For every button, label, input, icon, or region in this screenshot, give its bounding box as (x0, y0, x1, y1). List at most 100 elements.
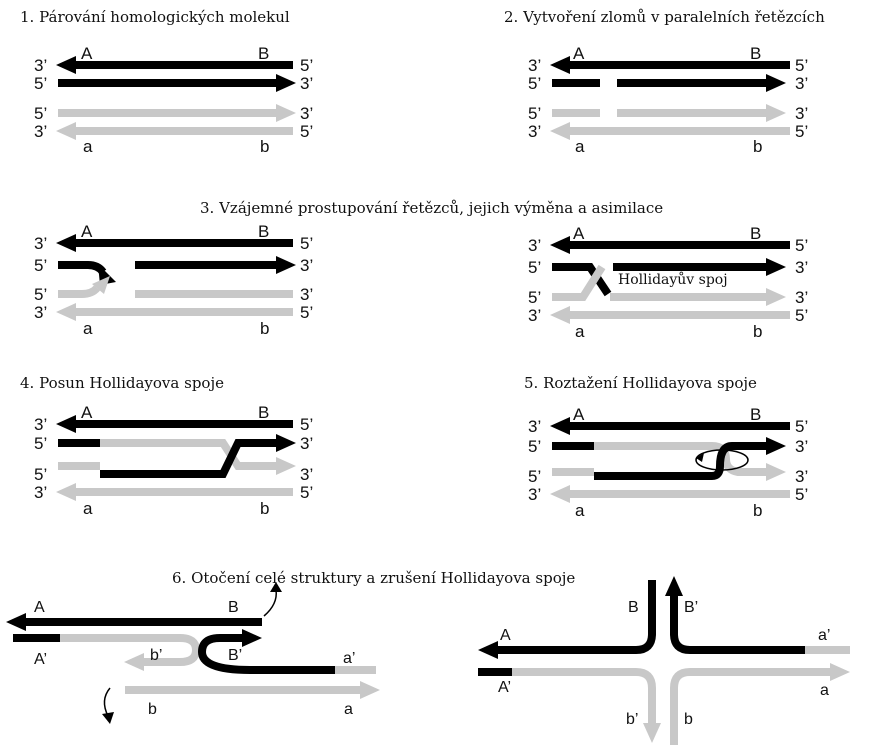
allele-label: A (81, 403, 93, 422)
arrowhead-left (56, 234, 76, 252)
panel-6a-rotation: A B A’ b’ B’ a’ b a (6, 582, 380, 724)
end-label: 3’ (34, 303, 47, 322)
allele-label: A (81, 44, 93, 63)
end-label: 5’ (528, 258, 541, 277)
end-label: 3’ (528, 56, 541, 75)
end-label: 3’ (528, 417, 541, 436)
strand-light-crossing (552, 264, 606, 301)
end-label: 3’ (528, 485, 541, 504)
panel-4-branch-migration: 4. Posun Hollidayova spoje 3’ 5’ 5’ 3’ 5… (20, 374, 313, 518)
arrowhead-up (665, 576, 683, 596)
end-label: 5’ (795, 417, 808, 436)
allele-label: A (573, 405, 585, 424)
panel-5-junction-extension: 5. Roztažení Hollidayova spoje 3’ 5’ 5’ … (524, 374, 808, 520)
end-label: 3’ (795, 437, 808, 456)
end-label: 5’ (300, 234, 313, 253)
end-label: 5’ (34, 465, 47, 484)
end-label: 5’ (34, 256, 47, 275)
end-label: 3’ (300, 74, 313, 93)
allele-label: B (750, 405, 761, 424)
arrowhead-right (276, 434, 296, 452)
panel-2-title: 2. Vytvoření zlomů v paralelních řetězcí… (504, 8, 825, 26)
rotation-arrow-down-icon (102, 712, 114, 724)
strand-invading-light (58, 285, 101, 298)
allele-label: b (260, 499, 269, 518)
end-label: 3’ (300, 465, 313, 484)
arrowhead-right (276, 74, 296, 92)
end-label: 5’ (34, 74, 47, 93)
end-label: 5’ (34, 434, 47, 453)
allele-label: A (81, 222, 93, 241)
allele-label: a’ (818, 627, 830, 644)
end-label: 3’ (34, 56, 47, 75)
allele-label: B (750, 224, 761, 243)
end-label: 5’ (300, 56, 313, 75)
allele-label: B (750, 44, 761, 63)
arrowhead-right-light (766, 104, 786, 122)
allele-label: b (684, 711, 693, 728)
panel-6-title: 6. Otočení celé struktury a zrušení Holl… (172, 569, 575, 587)
allele-label: B (228, 599, 239, 616)
end-label: 3’ (528, 122, 541, 141)
end-label: 5’ (300, 483, 313, 502)
end-label: 5’ (795, 306, 808, 325)
rotation-arrow-icon (696, 453, 704, 462)
end-label: 5’ (795, 236, 808, 255)
end-label: 5’ (34, 285, 47, 304)
allele-label: B’ (228, 647, 242, 664)
end-label: 5’ (34, 104, 47, 123)
allele-label: b (260, 319, 269, 338)
arrowhead-left (478, 641, 498, 659)
panel-3-title: 3. Vzájemné prostupování řetězců, jejich… (200, 199, 663, 217)
end-label: 5’ (528, 74, 541, 93)
end-label: 5’ (528, 437, 541, 456)
strand-dark-crossing (552, 263, 612, 297)
arrowhead-right (766, 74, 786, 92)
end-label: 3’ (300, 256, 313, 275)
allele-label: a (83, 319, 93, 338)
end-label: 3’ (300, 285, 313, 304)
allele-label: a’ (343, 650, 355, 667)
arrowhead-right-light (766, 288, 786, 306)
arrowhead-left (56, 415, 76, 433)
arrowhead-right (242, 629, 262, 647)
allele-label: A (34, 599, 45, 616)
end-label: 3’ (34, 122, 47, 141)
end-label: 3’ (34, 483, 47, 502)
allele-label: B’ (684, 599, 698, 616)
allele-label: b (753, 501, 762, 520)
panel-3a-invasion: 3’ 5’ 5’ 3’ 5’ 3’ 3’ 5’ A B a b (34, 222, 313, 338)
arrowhead-right-light (830, 663, 850, 681)
arrowhead-left-light (550, 485, 570, 503)
arrowhead-left (56, 56, 76, 74)
panel-1-title: 1. Párování homologických molekul (20, 8, 290, 26)
rotation-arrow-up (263, 589, 277, 617)
strand-dark-B-bend (495, 580, 656, 654)
arrowhead-right-light (766, 463, 786, 481)
end-label: 5’ (300, 303, 313, 322)
allele-label: A (573, 44, 585, 63)
arrowhead-left (550, 236, 570, 254)
end-label: 5’ (300, 122, 313, 141)
allele-label: a (83, 137, 93, 156)
end-label: 5’ (795, 56, 808, 75)
end-label: 3’ (795, 258, 808, 277)
arrowhead-right (766, 258, 786, 276)
arrowhead-right-light (360, 681, 380, 699)
end-label: 5’ (795, 122, 808, 141)
allele-label: a (820, 682, 829, 699)
allele-label: a (575, 137, 585, 156)
arrowhead-left-light (124, 653, 144, 671)
end-label: 3’ (300, 104, 313, 123)
strand-dark-exchanged (100, 439, 278, 478)
allele-label: b (753, 137, 762, 156)
strand-invading-dark (58, 261, 107, 275)
allele-label: B (258, 403, 269, 422)
allele-label: A (573, 224, 585, 243)
strand-light-b-bend (670, 668, 832, 745)
allele-label: a (344, 701, 353, 718)
panel-1-pairing: 1. Párování homologických molekul 3’ 5’ … (20, 8, 313, 156)
arrowhead-left (550, 417, 570, 435)
arrowhead-left-light (56, 483, 76, 501)
